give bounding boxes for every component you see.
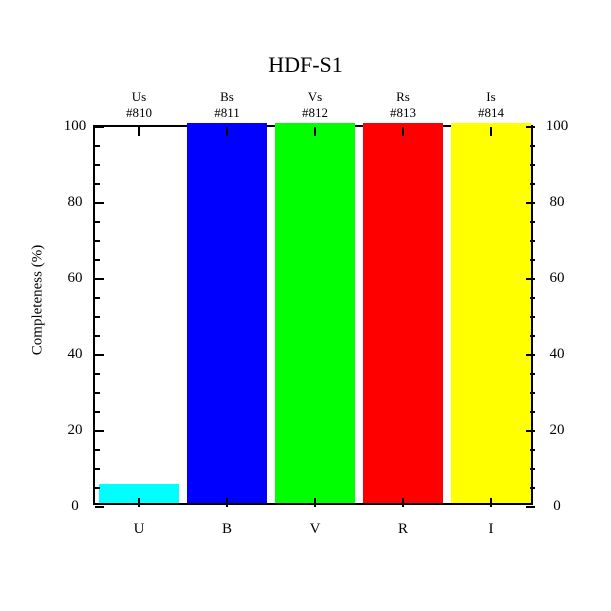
ytick-left-100: 100 bbox=[64, 118, 87, 135]
top-label1-V: Vs bbox=[308, 89, 322, 105]
ytick-right-100: 100 bbox=[546, 118, 569, 135]
top-label1-U: Us bbox=[132, 89, 146, 105]
bar-V bbox=[275, 123, 356, 503]
ytick-left-20: 20 bbox=[68, 422, 83, 439]
top-label2-U: #810 bbox=[126, 105, 152, 121]
top-label2-R: #813 bbox=[390, 105, 416, 121]
xtick-V: V bbox=[310, 521, 321, 538]
top-label2-V: #812 bbox=[302, 105, 328, 121]
top-label1-I: Is bbox=[486, 89, 495, 105]
ytick-right-60: 60 bbox=[550, 270, 565, 287]
ytick-right-80: 80 bbox=[550, 194, 565, 211]
top-label2-I: #814 bbox=[478, 105, 504, 121]
xtick-R: R bbox=[398, 521, 408, 538]
xtick-U: U bbox=[134, 521, 145, 538]
chart-canvas: HDF-S1 Completeness (%) 0020204040606080… bbox=[0, 0, 611, 611]
bar-B bbox=[187, 123, 268, 503]
ytick-right-40: 40 bbox=[550, 346, 565, 363]
ytick-left-80: 80 bbox=[68, 194, 83, 211]
xtick-I: I bbox=[489, 521, 494, 538]
xtick-B: B bbox=[222, 521, 232, 538]
ytick-left-0: 0 bbox=[71, 498, 79, 515]
ytick-right-0: 0 bbox=[553, 498, 561, 515]
bar-I bbox=[451, 123, 532, 503]
ytick-left-60: 60 bbox=[68, 270, 83, 287]
chart-title: HDF-S1 bbox=[0, 52, 611, 78]
top-label1-R: Rs bbox=[396, 89, 410, 105]
ytick-right-20: 20 bbox=[550, 422, 565, 439]
bar-R bbox=[363, 123, 444, 503]
y-axis-label: Completeness (%) bbox=[30, 245, 47, 355]
plot-area: 002020404060608080100100UUs#810BBs#811VV… bbox=[93, 125, 533, 505]
ytick-left-40: 40 bbox=[68, 346, 83, 363]
top-label1-B: Bs bbox=[220, 89, 234, 105]
top-label2-B: #811 bbox=[214, 105, 240, 121]
